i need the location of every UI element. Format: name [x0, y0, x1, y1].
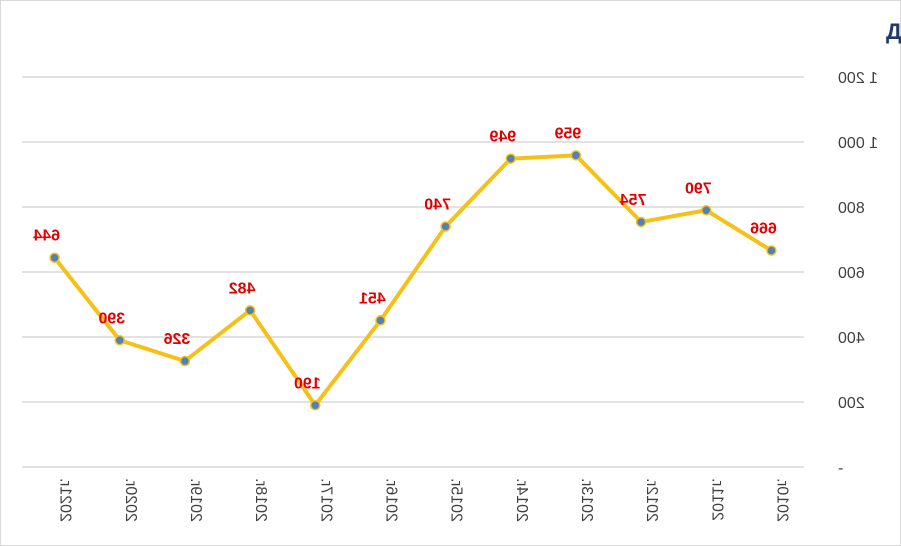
gridlines — [22, 76, 804, 468]
data-label: 790 — [685, 180, 712, 197]
data-point — [49, 252, 60, 263]
data-label: 390 — [98, 310, 125, 327]
x-axis: 2010г. 2011г. 2012г. 2013г. 2014г. 2015г. 2016… — [57, 478, 791, 522]
data-label: 959 — [554, 125, 581, 142]
data-label: 666 — [750, 221, 777, 238]
data-label: 949 — [489, 129, 516, 146]
data-point — [375, 315, 386, 326]
x-tick-label: 2011г. — [708, 478, 725, 521]
y-tick-label: 1 200 — [838, 70, 878, 87]
data-point — [310, 400, 321, 411]
data-labels: 666 790 754 959 949 740 451 190 482 326 390 644 — [33, 125, 777, 392]
x-tick-label: 2018г. — [252, 478, 269, 522]
data-label: 754 — [620, 192, 647, 209]
data-label: 740 — [424, 197, 451, 214]
y-tick-label: 800 — [838, 200, 865, 217]
data-point — [570, 150, 582, 161]
y-tick-label: 600 — [838, 265, 865, 282]
y-tick-label: - — [838, 460, 843, 477]
y-tick-label: 200 — [838, 395, 865, 412]
data-label: 451 — [359, 290, 386, 307]
x-tick-label: 2012г. — [643, 478, 660, 522]
x-tick-label: 2015г. — [448, 478, 465, 522]
x-tick-label: 2019г. — [187, 478, 204, 522]
x-tick-label: 2016г. — [382, 478, 399, 522]
x-tick-label: 2021г. — [57, 478, 74, 522]
x-tick-label: 2017г. — [317, 478, 334, 522]
data-points — [49, 150, 777, 411]
data-point — [244, 305, 256, 316]
x-tick-label: 2020г. — [122, 478, 139, 522]
data-point — [179, 355, 191, 367]
chart-title: Динамика гос.заказов — [886, 19, 901, 44]
data-point — [440, 221, 451, 232]
x-tick-label: 2013г. — [578, 478, 595, 522]
x-tick-label: 2010г. — [773, 478, 790, 522]
data-point — [701, 205, 712, 216]
data-point — [635, 216, 647, 228]
y-tick-label: 400 — [838, 330, 865, 347]
data-label: 644 — [33, 228, 60, 245]
data-label: 190 — [294, 375, 321, 392]
y-axis: - 200 400 600 800 1 000 1 200 — [838, 70, 878, 477]
y-tick-label: 1 000 — [838, 135, 878, 152]
data-point — [505, 153, 516, 164]
x-tick-label: 2014г. — [513, 478, 530, 522]
data-point — [114, 335, 125, 346]
data-point — [766, 245, 777, 256]
data-label: 482 — [229, 280, 256, 297]
data-label: 326 — [163, 331, 190, 348]
series-line — [52, 153, 774, 408]
